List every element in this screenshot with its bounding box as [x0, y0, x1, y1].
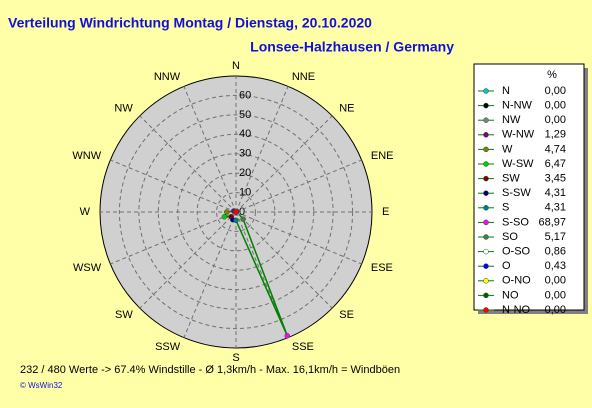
legend-value: 3,45: [545, 173, 566, 185]
r-tick-label: 40: [239, 128, 251, 140]
legend-value: 4,74: [545, 143, 566, 155]
legend-value: 0,00: [545, 85, 566, 97]
legend-box: [473, 63, 585, 311]
legend-marker: [483, 205, 489, 211]
legend-name: W-SW: [502, 158, 534, 170]
grid-ring: [216, 192, 256, 232]
direction-label: NNE: [292, 71, 315, 83]
r-tick-label: 10: [239, 186, 251, 198]
spoke: [183, 86, 237, 213]
legend-marker: [483, 88, 489, 94]
direction-label: WNW: [72, 150, 101, 162]
legend-name: N-NO: [502, 304, 531, 316]
legend-marker: [483, 307, 489, 313]
legend-name: SO: [502, 231, 518, 243]
legend-name: S-SO: [502, 216, 529, 228]
direction-label: N: [232, 60, 240, 72]
legend-marker: [483, 117, 489, 123]
legend-value: 68,97: [538, 216, 566, 228]
footer: 232 / 480 Werte -> 67.4% Windstille - Ø …: [20, 364, 400, 376]
direction-label: ESE: [371, 262, 393, 274]
legend-marker: [483, 132, 489, 138]
point: [233, 209, 239, 215]
direction-label: NE: [339, 103, 354, 115]
chart-title: Verteilung Windrichtung Montag / Diensta…: [8, 15, 372, 31]
spoke: [235, 211, 333, 309]
spoke: [235, 159, 362, 213]
legend-name: S-SW: [502, 187, 531, 199]
point: [240, 216, 246, 222]
legend-marker: [483, 234, 489, 240]
legend-value: 0,00: [545, 275, 566, 287]
legend-value: 6,47: [545, 158, 566, 170]
legend-value: 4,31: [545, 187, 566, 199]
legend-marker: [483, 146, 489, 153]
legend-value: 0,86: [545, 246, 566, 258]
spoke: [139, 115, 237, 213]
legend-marker: [483, 263, 489, 269]
legend-marker: [483, 175, 489, 182]
legend-value: 1,29: [545, 129, 566, 141]
direction-label: ENE: [371, 150, 394, 162]
legend-name: O-NO: [502, 275, 531, 287]
point: [284, 333, 291, 339]
spoke: [139, 211, 237, 309]
r-tick-label: 50: [239, 109, 251, 121]
spoke: [235, 115, 333, 213]
legend-name: W-NW: [502, 129, 535, 141]
spoke: [235, 86, 289, 213]
legend-name: W: [502, 143, 513, 155]
credit: © WsWin32: [20, 381, 63, 390]
spoke: [235, 211, 362, 265]
spoke: [110, 211, 237, 265]
legend-name: N: [502, 85, 510, 97]
legend-value: 4,31: [545, 202, 566, 214]
spoke: [110, 159, 237, 213]
chart-subtitle: Lonsee-Halzhausen / Germany: [250, 39, 454, 55]
direction-label: SW: [115, 309, 133, 321]
legend-header: %: [547, 69, 557, 81]
grid-ring: [138, 114, 334, 310]
direction-label: SSW: [155, 341, 181, 353]
direction-label: WSW: [73, 262, 102, 274]
grid-ring: [118, 94, 354, 330]
legend-marker: [483, 219, 489, 226]
legend-value: 0,00: [545, 304, 566, 316]
legend-value: 0,00: [545, 289, 566, 301]
direction-label: E: [382, 206, 389, 218]
legend-marker: [483, 190, 489, 196]
legend-value: 0,00: [545, 114, 566, 126]
r-tick-label: 20: [239, 167, 251, 179]
legend-marker: [483, 292, 489, 299]
r-tick-label: 60: [239, 89, 251, 101]
direction-label: SE: [339, 309, 354, 321]
legend-name: NW: [502, 114, 521, 126]
direction-label: NW: [114, 103, 133, 115]
r-tick-label: 0: [239, 206, 245, 218]
legend-name: N-NW: [502, 100, 533, 112]
legend-marker: [483, 248, 489, 255]
legend-name: SW: [502, 173, 520, 185]
legend-name: S: [502, 202, 509, 214]
legend-name: O-SO: [502, 246, 531, 258]
direction-label: NNW: [154, 71, 181, 83]
legend-marker: [483, 102, 489, 109]
r-tick-label: 30: [239, 148, 251, 160]
legend-value: 5,17: [545, 231, 566, 243]
legend-name: O: [502, 260, 511, 272]
legend-name: NO: [502, 289, 519, 301]
direction-label: SSE: [292, 341, 314, 353]
legend-marker: [483, 161, 489, 167]
point: [233, 217, 239, 224]
direction-label: W: [80, 206, 91, 218]
point: [224, 209, 230, 215]
legend-value: 0,00: [545, 100, 566, 112]
direction-label: S: [232, 352, 239, 364]
spoke: [183, 211, 237, 338]
point: [221, 214, 228, 220]
legend-value: 0,43: [545, 260, 566, 272]
legend-marker: [483, 278, 489, 284]
